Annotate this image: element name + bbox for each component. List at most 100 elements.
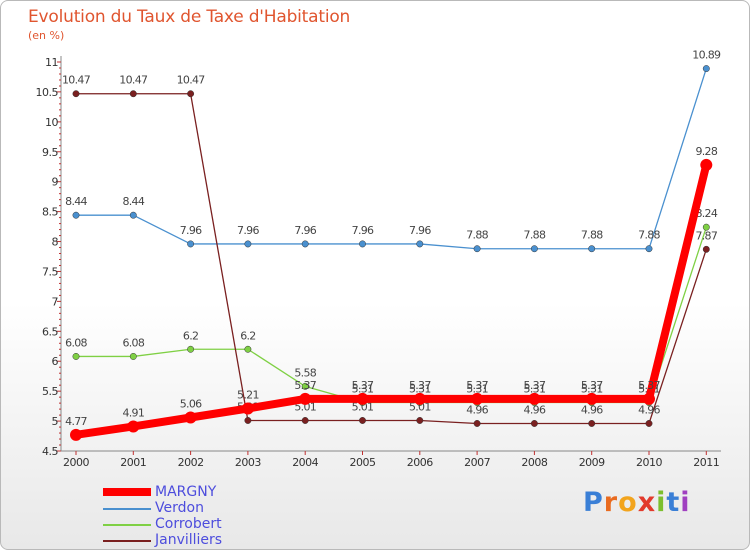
data-label-janvilliers: 4.96 — [466, 403, 488, 416]
data-label-janvilliers: 4.96 — [581, 403, 603, 416]
y-tick-label: 10 — [45, 116, 58, 129]
data-label-janvilliers: 5.01 — [409, 400, 431, 413]
legend-swatch-corrobert — [103, 524, 151, 526]
data-label-janvilliers: 7.87 — [695, 229, 717, 242]
data-point-corrobert — [301, 382, 309, 390]
data-point-verdon — [473, 245, 481, 253]
data-label-verdon: 7.88 — [466, 229, 488, 242]
data-point-verdon — [645, 245, 653, 253]
data-label-corrobert: 8.24 — [695, 207, 717, 220]
data-point-margny — [70, 428, 82, 441]
data-point-margny — [299, 392, 312, 405]
y-tick-label: 6 — [52, 355, 59, 368]
data-label-janvilliers: 4.96 — [638, 403, 660, 416]
logo-letter: o — [618, 487, 638, 518]
legend-swatch-janvilliers — [103, 540, 151, 542]
data-point-janvilliers — [588, 420, 596, 427]
x-tick-label: 2010 — [636, 456, 662, 469]
logo-letter: P — [583, 487, 604, 518]
data-label-janvilliers: 10.47 — [119, 74, 148, 87]
chart-title: Evolution du Taux de Taxe d'Habitation — [28, 7, 351, 27]
x-tick-label: 2007 — [464, 456, 490, 469]
legend-swatch-margny — [103, 488, 151, 496]
logo-letter: r — [603, 487, 619, 518]
y-tick-label: 6.5 — [42, 325, 58, 338]
data-label-margny: 4.77 — [65, 415, 87, 428]
logo-letter: i — [680, 487, 691, 518]
data-point-verdon — [588, 245, 596, 253]
data-point-verdon — [129, 211, 137, 219]
data-label-margny: 5.37 — [409, 379, 431, 392]
data-point-verdon — [530, 245, 538, 253]
y-tick-label: 8.5 — [42, 206, 58, 219]
data-point-janvilliers — [244, 417, 252, 424]
data-label-margny: 5.37 — [581, 379, 603, 392]
data-label-verdon: 7.96 — [237, 224, 259, 237]
data-label-verdon: 7.88 — [638, 229, 660, 242]
data-point-margny — [471, 392, 484, 405]
data-label-verdon: 10.89 — [692, 49, 721, 62]
x-tick-label: 2008 — [521, 456, 547, 469]
data-label-verdon: 7.88 — [581, 229, 603, 242]
x-tick-label: 2009 — [579, 456, 605, 469]
data-label-margny: 5.06 — [180, 397, 202, 410]
data-label-janvilliers: 10.47 — [62, 74, 91, 87]
data-point-margny — [585, 392, 598, 405]
data-point-margny — [241, 402, 254, 415]
x-tick-label: 2000 — [63, 456, 89, 469]
data-point-corrobert — [129, 352, 137, 360]
x-tick-label: 2001 — [120, 456, 146, 469]
y-tick-label: 10.5 — [36, 86, 59, 99]
series-line-margny — [72, 160, 711, 439]
data-point-verdon — [244, 240, 252, 248]
data-label-verdon: 8.44 — [65, 195, 87, 208]
data-label-corrobert: 6.08 — [122, 336, 144, 349]
data-label-janvilliers: 10.47 — [177, 74, 206, 87]
data-label-verdon: 7.96 — [294, 224, 316, 237]
data-label-verdon: 7.96 — [180, 224, 202, 237]
data-point-janvilliers — [702, 245, 710, 253]
x-tick-label: 2003 — [235, 456, 261, 469]
data-label-corrobert: 6.2 — [240, 329, 255, 342]
x-tick-label: 2011 — [693, 456, 719, 469]
logo-letter: x — [637, 487, 657, 518]
data-point-verdon — [702, 65, 710, 73]
data-point-margny — [643, 392, 655, 405]
data-label-verdon: 7.96 — [409, 224, 431, 237]
data-label-janvilliers: 5.01 — [352, 400, 374, 413]
series-line-corrobert — [75, 226, 707, 404]
data-label-margny: 5.21 — [237, 389, 259, 402]
data-label-margny: 4.91 — [122, 406, 144, 419]
data-point-verdon — [301, 240, 309, 248]
data-point-janvilliers — [359, 417, 366, 424]
data-point-margny — [184, 411, 197, 424]
data-label-verdon: 8.44 — [122, 195, 144, 208]
data-label-corrobert: 5.31 — [352, 383, 374, 396]
legend-label-corrobert: Corrobert — [155, 516, 222, 532]
data-label-corrobert: 5.58 — [294, 366, 316, 379]
series-line-janvilliers — [75, 93, 707, 425]
legend-label-janvilliers: Janvilliers — [155, 532, 223, 548]
chart-unit: (en %) — [28, 29, 65, 42]
data-point-verdon — [187, 240, 195, 248]
data-label-margny: 5.37 — [352, 379, 374, 392]
data-label-corrobert: 5.31 — [524, 383, 546, 396]
data-label-margny: 5.37 — [638, 379, 660, 392]
data-point-corrobert — [244, 345, 252, 353]
data-point-janvilliers — [416, 417, 424, 424]
data-point-verdon — [416, 240, 424, 248]
data-label-corrobert: 6.08 — [65, 336, 87, 349]
data-point-janvilliers — [129, 90, 137, 98]
y-tick-label: 7.5 — [42, 265, 58, 278]
data-point-margny — [700, 158, 713, 171]
data-point-janvilliers — [473, 420, 481, 427]
y-tick-label: 4.5 — [42, 445, 58, 458]
y-tick-label: 5.5 — [42, 385, 58, 398]
data-point-verdon — [72, 211, 80, 219]
logo-letter: t — [666, 487, 681, 518]
data-point-margny — [413, 392, 426, 405]
y-tick-label: 11 — [45, 56, 58, 69]
data-label-verdon: 7.96 — [352, 224, 374, 237]
